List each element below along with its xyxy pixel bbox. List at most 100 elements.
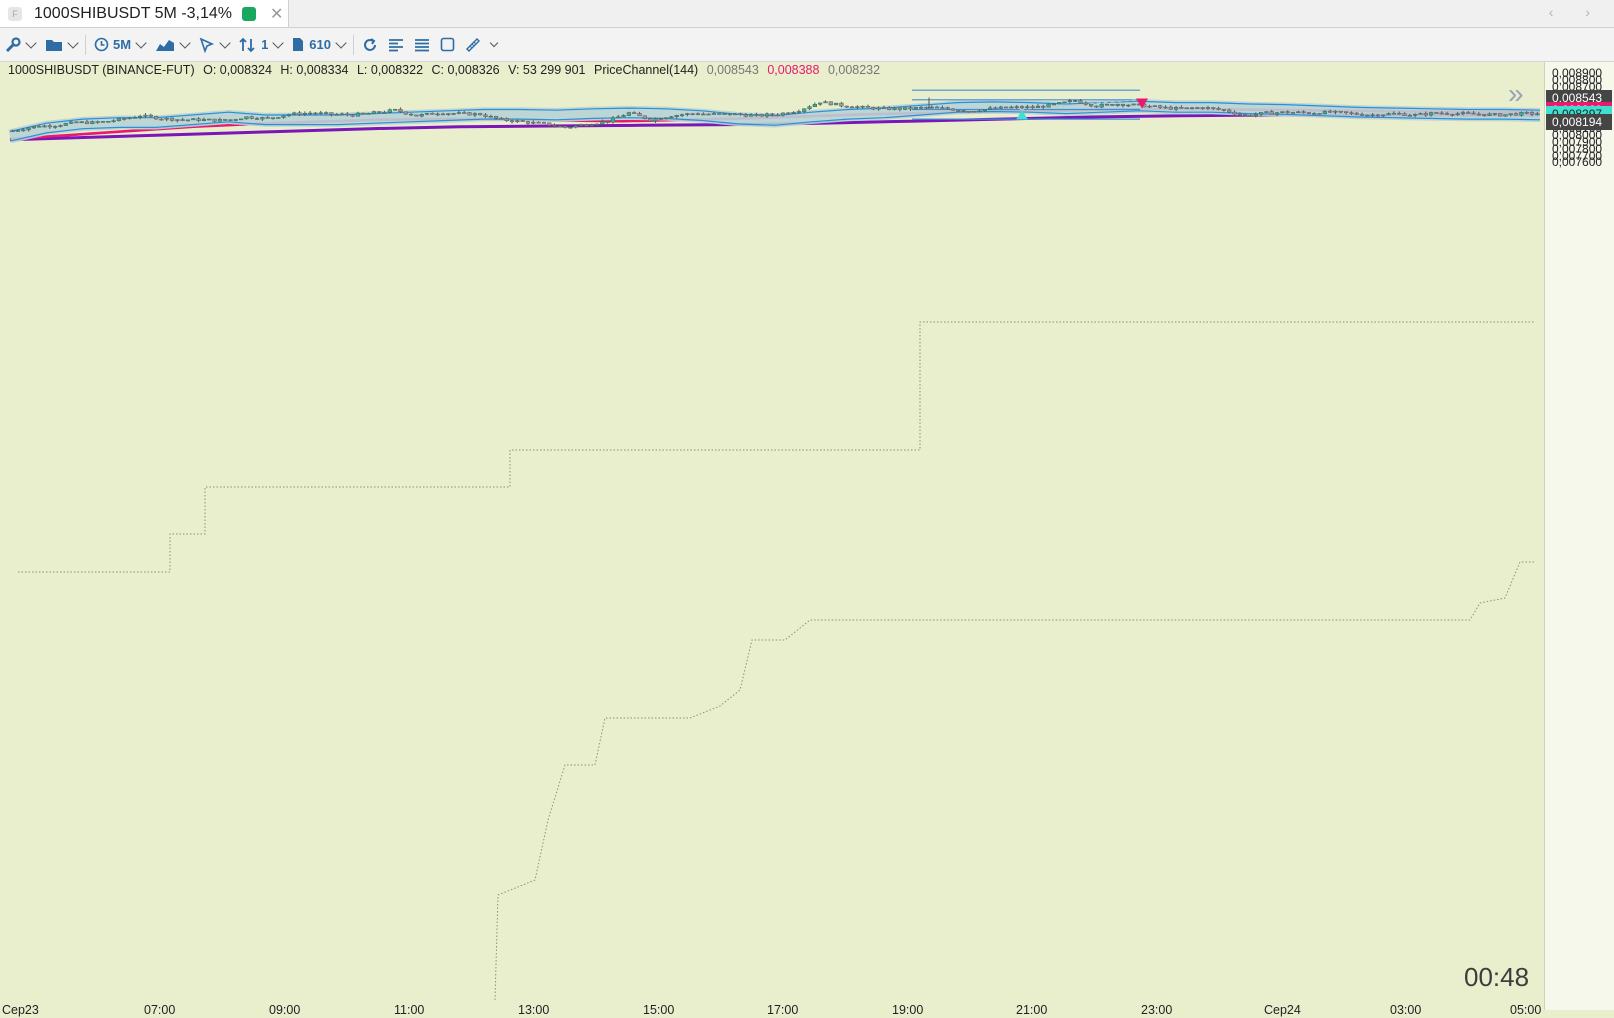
tab-title: 1000SHIBUSDT 5M -3,14% xyxy=(34,4,233,22)
bear-candle xyxy=(908,107,913,110)
bull-candle xyxy=(669,116,674,118)
bear-candle xyxy=(122,118,127,120)
timeframe-selector[interactable]: 5M xyxy=(89,28,150,61)
bear-candle xyxy=(84,121,90,124)
chart-tab[interactable]: F 1000SHIBUSDT 5M -3,14% ✕ xyxy=(0,0,289,27)
expand-arrows-icon[interactable]: » xyxy=(1508,78,1524,109)
bear-candle xyxy=(658,118,663,120)
bear-candle xyxy=(950,108,956,111)
chart-type-selector[interactable] xyxy=(150,28,194,61)
bear-candle xyxy=(1110,104,1115,106)
bear-candle xyxy=(897,107,902,110)
more-tools-button[interactable] xyxy=(486,28,502,61)
bull-candle xyxy=(488,115,493,118)
bear-candle xyxy=(1349,112,1354,115)
bull-candle xyxy=(701,113,706,116)
bull-candle xyxy=(807,106,812,110)
price-chart[interactable] xyxy=(0,62,1544,1000)
bear-candle xyxy=(541,122,547,124)
bear-candle xyxy=(1094,105,1099,108)
bear-candle xyxy=(265,117,270,119)
bull-candle xyxy=(578,124,584,127)
bear-candle xyxy=(961,110,966,112)
bear-candle xyxy=(361,112,366,115)
ruler-button[interactable] xyxy=(460,28,486,61)
bull-candle xyxy=(79,121,84,124)
bull-candle xyxy=(929,106,934,109)
bear-candle xyxy=(1216,107,1221,110)
bear-candle xyxy=(1444,113,1450,115)
ema-fast-lower-line xyxy=(9,110,1541,142)
timeframe-label: 5M xyxy=(113,37,132,52)
chevron-down-icon xyxy=(67,36,79,49)
bull-candle xyxy=(913,107,918,110)
bear-candle xyxy=(1003,106,1009,109)
bear-candle xyxy=(786,112,791,115)
time-tick: 11:00 xyxy=(394,1003,425,1017)
bull-candle xyxy=(270,117,276,120)
bear-candle xyxy=(1498,113,1503,117)
bull-candle xyxy=(111,120,116,122)
bull-candle xyxy=(764,113,770,117)
bull-candle xyxy=(1073,100,1078,102)
bear-candle xyxy=(483,114,488,117)
folder-icon xyxy=(46,40,62,51)
bear-candle xyxy=(1450,113,1455,116)
bear-candle xyxy=(934,106,940,109)
bear-candle xyxy=(398,108,403,113)
bull-candle xyxy=(382,112,387,114)
bear-candle xyxy=(37,125,42,128)
bear-candle xyxy=(1524,112,1529,114)
wrench-button[interactable] xyxy=(0,28,40,61)
price-axis[interactable] xyxy=(1544,62,1614,1010)
bull-candle xyxy=(621,115,626,118)
bear-candle xyxy=(642,115,647,120)
bull-candle xyxy=(1057,102,1062,105)
bull-candle xyxy=(132,117,137,119)
low-value: L: 0,008322 xyxy=(356,63,424,77)
bear-candle xyxy=(547,122,552,126)
bull-candle xyxy=(175,119,180,121)
bull-candle xyxy=(855,106,860,108)
bear-candle xyxy=(1476,113,1482,116)
bull-candle xyxy=(616,116,621,119)
list-button[interactable] xyxy=(409,28,435,61)
bull-candle xyxy=(1535,113,1540,116)
bear-candle xyxy=(430,112,435,115)
refresh-button[interactable] xyxy=(357,28,383,61)
bear-candle xyxy=(1375,114,1381,117)
bull-candle xyxy=(1173,106,1179,110)
price-channel-lower-line xyxy=(494,561,1535,1000)
bull-candle xyxy=(610,117,616,123)
bull-candle xyxy=(68,121,74,124)
bear-candle xyxy=(180,119,185,121)
bear-candle xyxy=(759,114,764,117)
bear-candle xyxy=(1168,106,1173,110)
bear-candle xyxy=(839,102,844,107)
square-icon xyxy=(440,37,455,52)
bull-candle xyxy=(711,113,717,115)
cursor-selector[interactable] xyxy=(194,28,234,61)
bear-candle xyxy=(1482,114,1487,116)
bars-count-selector[interactable]: 610 xyxy=(287,28,350,61)
bear-candle xyxy=(887,107,892,110)
tab-bar: F 1000SHIBUSDT 5M -3,14% ✕ ‹ › xyxy=(0,0,1614,28)
open-folder-button[interactable] xyxy=(40,28,82,61)
close-icon[interactable]: ✕ xyxy=(270,5,284,23)
bear-candle xyxy=(717,113,722,115)
bull-candle xyxy=(1126,104,1131,107)
bull-candle xyxy=(31,125,37,129)
bull-candle xyxy=(685,113,690,115)
bear-candle xyxy=(637,113,642,117)
bull-candle xyxy=(754,114,759,116)
tab-nav-arrows[interactable]: ‹ › xyxy=(1548,4,1604,20)
bull-candle xyxy=(143,114,148,117)
bear-candle xyxy=(478,113,483,116)
bull-candle xyxy=(860,105,865,108)
indicator-label[interactable]: PriceChannel(144) xyxy=(593,63,699,77)
bull-candle xyxy=(21,129,26,132)
bull-candle xyxy=(982,109,987,112)
multiplier-selector[interactable]: 1 xyxy=(234,28,287,61)
align-left-button[interactable] xyxy=(383,28,409,61)
frame-button[interactable] xyxy=(435,28,460,61)
